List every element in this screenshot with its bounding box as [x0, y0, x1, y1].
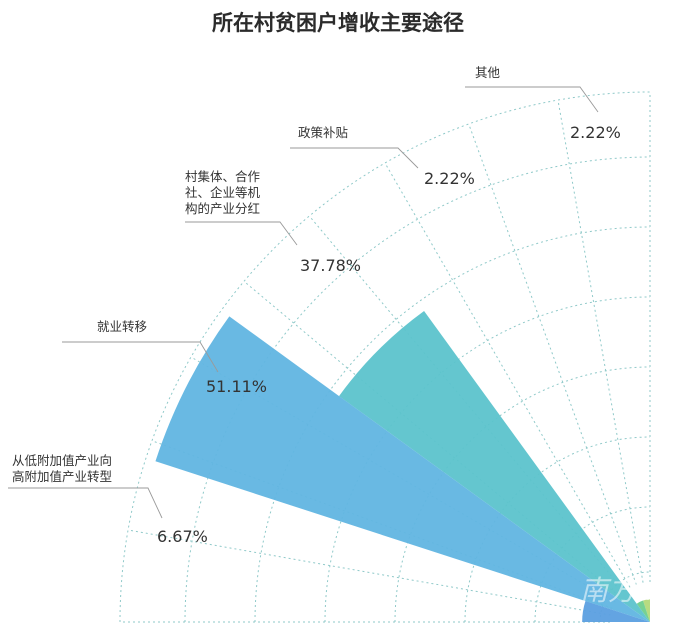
grid-spoke [384, 162, 631, 588]
leader-line [185, 221, 298, 246]
value-label: 51.11% [206, 377, 267, 396]
chart-title: 所在村贫困户增收主要途径 [212, 11, 464, 35]
value-label: 2.22% [570, 123, 621, 142]
grid-ring [119, 91, 651, 623]
leader-line [465, 86, 599, 113]
grid-spoke [468, 123, 637, 585]
grid-spoke [557, 99, 644, 583]
category-label: 社、企业等机 [185, 185, 261, 200]
value-label: 37.78% [300, 256, 361, 275]
grid-spoke [127, 529, 611, 616]
chart-sectors [155, 311, 650, 622]
leader-line [8, 487, 163, 519]
leader-line [62, 341, 219, 373]
sector-1 [636, 600, 650, 622]
sector-4 [582, 601, 650, 622]
value-label: 6.67% [157, 527, 208, 546]
sector-2 [339, 311, 650, 622]
grid-ring [184, 156, 651, 623]
category-label: 高附加值产业转型 [12, 469, 112, 484]
category-label: 村集体、合作 [185, 169, 261, 184]
sector-3 [155, 316, 650, 622]
grid-ring [254, 226, 651, 623]
category-label: 其他 [475, 65, 501, 80]
category-label: 从低附加值产业向 [12, 453, 112, 468]
leader-line [290, 147, 419, 169]
category-label: 构的产业分红 [185, 201, 260, 216]
category-label: 政策补贴 [298, 125, 348, 140]
value-label: 2.22% [424, 169, 475, 188]
category-label: 就业转移 [97, 319, 147, 334]
sector-0 [643, 599, 650, 622]
watermark-logo: 南方+ [580, 574, 659, 607]
